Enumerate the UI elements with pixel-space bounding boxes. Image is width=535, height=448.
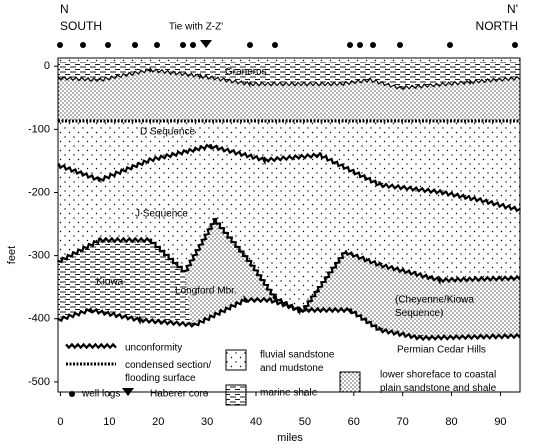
legend-label: marine shale <box>260 388 318 399</box>
well <box>357 42 363 48</box>
legend-text: Sequence) <box>395 308 443 319</box>
x-tick-label: 0 <box>57 416 63 428</box>
unit-label: J Sequence <box>135 209 188 220</box>
well <box>190 42 196 48</box>
unconformity <box>57 66 521 91</box>
tie-label: Tie with Z-Z' <box>169 22 223 33</box>
y-axis-label: feet <box>6 246 18 264</box>
x-tick-label: 50 <box>299 416 311 428</box>
well <box>154 42 160 48</box>
x-tick-label: 90 <box>494 416 506 428</box>
legend-text: and mudstone <box>260 363 324 374</box>
legend-well <box>69 391 75 397</box>
well <box>397 42 403 48</box>
kiowa-shale <box>58 240 190 322</box>
y-tick-label: -200 <box>28 186 50 198</box>
y-tick-label: -300 <box>28 250 50 262</box>
x-tick-label: 60 <box>348 416 360 428</box>
x-axis-label: miles <box>277 432 303 444</box>
unit-label: Kiowa <box>96 277 124 288</box>
legend-text: flooding surface <box>125 373 196 384</box>
well <box>272 42 278 48</box>
well <box>57 42 63 48</box>
well <box>247 42 253 48</box>
legend-label: well logs <box>81 389 120 400</box>
unit-label: Longford Mbr. <box>175 286 237 297</box>
x-tick-label: 30 <box>201 416 213 428</box>
y-tick-label: 0 <box>44 60 50 72</box>
x-tick-label: 80 <box>445 416 457 428</box>
well <box>132 42 138 48</box>
n-label: N <box>60 2 69 16</box>
graneros-shale <box>58 62 520 88</box>
legend-core <box>122 388 134 396</box>
well <box>370 42 376 48</box>
south-label: SOUTH <box>60 19 102 33</box>
unconformity <box>56 217 521 314</box>
unconformity <box>57 143 522 213</box>
unconformity <box>65 342 117 350</box>
well <box>105 42 111 48</box>
layers <box>56 58 522 392</box>
x-tick-label: 20 <box>152 416 164 428</box>
y-tick-label: -500 <box>28 376 50 388</box>
legend-text: plain sandstone and shale <box>380 383 497 394</box>
legend-marine <box>225 384 247 406</box>
unconformity <box>56 294 521 342</box>
legend-text: condensed section/ <box>125 360 211 371</box>
legend-label: condensed section/flooding surface <box>125 360 211 384</box>
permian <box>58 300 520 392</box>
n-prime-label: N' <box>507 2 518 16</box>
north-label: NORTH <box>476 19 518 33</box>
well <box>80 42 86 48</box>
x-tick-label: 40 <box>250 416 262 428</box>
x-tick-label: 70 <box>397 416 409 428</box>
well <box>180 42 186 48</box>
unit-label: Permian Cedar Hills <box>397 345 486 356</box>
well <box>447 42 453 48</box>
unit-label: D Sequence <box>140 127 195 138</box>
legend-label: Haberer core <box>150 389 209 400</box>
core-marker <box>200 40 212 48</box>
y-tick-label: -400 <box>28 313 50 325</box>
x-tick-label: 10 <box>103 416 115 428</box>
frame <box>57 57 521 393</box>
legend-coastal <box>339 371 361 393</box>
y-tick-label: -100 <box>28 123 50 135</box>
well <box>512 42 518 48</box>
unit-label: Graneros <box>225 67 267 78</box>
legend-fluvial <box>225 349 247 371</box>
well <box>347 42 353 48</box>
legend-label: unconformity <box>125 343 182 354</box>
